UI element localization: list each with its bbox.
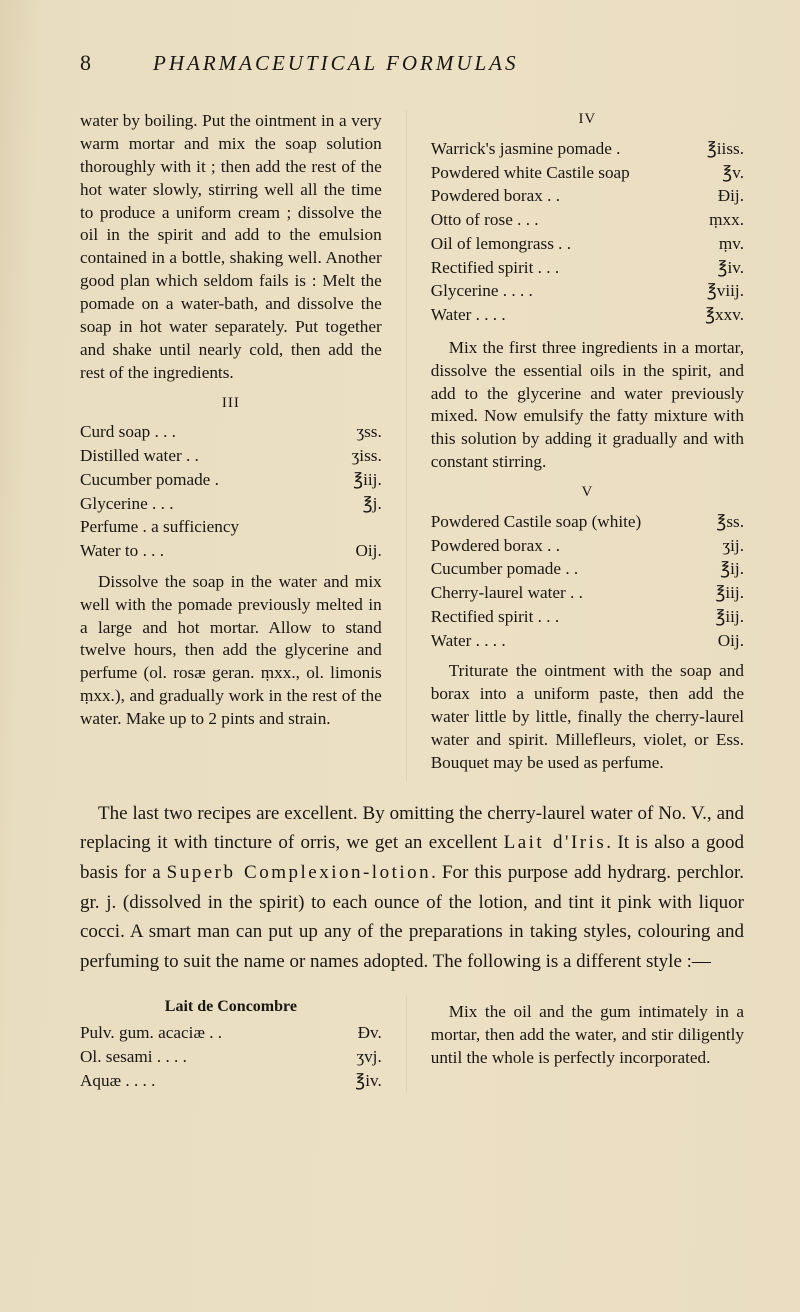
recipe-label: Water to . . . [80, 539, 164, 563]
section-number-v: V [431, 483, 744, 503]
recipe-line: Cherry-laurel water . . ℥iij. [431, 581, 744, 605]
recipe-line: Ol. sesami . . . . ʒvj. [80, 1045, 382, 1069]
recipe-amount: ℥iij. [345, 468, 382, 492]
recipe-label: Powdered borax . . [431, 534, 560, 558]
paragraph: Mix the first three ingredients in a mor… [431, 337, 744, 474]
recipe-amount: ʒvj. [348, 1045, 381, 1069]
recipe-line: Curd soap . . . ʒss. [80, 420, 382, 444]
recipe-line: Rectified spirit . . . ℥iij. [431, 605, 744, 629]
bottom-two-columns: Lait de Concombre Pulv. gum. acaciæ . . Ð… [80, 996, 744, 1093]
recipe-line: Powdered borax . . Ðij. [431, 184, 744, 208]
section-number-iv: IV [431, 110, 744, 130]
recipe-line: Warrick's jasmine pomade . ℥iiss. [431, 137, 744, 161]
recipe-amount: ℥iij. [707, 581, 744, 605]
recipe-amount: ṃv. [711, 232, 744, 256]
recipe-v: Powdered Castile soap (white) ℥ss. Powder… [431, 510, 744, 652]
recipe-amount: ʒij. [715, 534, 744, 558]
recipe-amount: ʒiss. [344, 444, 382, 468]
recipe-label: Rectified spirit . . . [431, 605, 559, 629]
two-columns: water by boiling. Put the ointment in a … [80, 110, 744, 781]
recipe-amount: Oij. [710, 629, 744, 653]
recipe-amount: ℥xxv. [697, 303, 744, 327]
recipe-amount: Ðij. [710, 184, 744, 208]
recipe-amount: ℥iv. [710, 256, 744, 280]
page: 8 PHARMACEUTICAL FORMULAS water by boili… [0, 0, 800, 1312]
recipe-label: Otto of rose . . . [431, 208, 539, 232]
right-column: IV Warrick's jasmine pomade . ℥iiss. Powd… [431, 110, 744, 781]
recipe-line: Powdered white Castile soap ℥v. [431, 161, 744, 185]
recipe-label: Rectified spirit . . . [431, 256, 559, 280]
bottom-left-column: Lait de Concombre Pulv. gum. acaciæ . . Ð… [80, 996, 382, 1093]
section-number-iii: III [80, 394, 382, 414]
recipe-label: Powdered Castile soap (white) [431, 510, 642, 534]
recipe-title: Lait de Concombre [80, 996, 382, 1018]
recipe-label: Distilled water . . [80, 444, 199, 468]
recipe-label: Powdered borax . . [431, 184, 560, 208]
recipe-label: Glycerine . . . [80, 492, 174, 516]
recipe-line: Rectified spirit . . . ℥iv. [431, 256, 744, 280]
recipe-amount: ṃxx. [701, 208, 744, 232]
running-title: PHARMACEUTICAL FORMULAS [153, 51, 519, 76]
header: 8 PHARMACEUTICAL FORMULAS [80, 50, 744, 76]
recipe-label: Water . . . . [431, 303, 506, 327]
recipe-amount: ℥iv. [347, 1069, 381, 1093]
recipe-line: Otto of rose . . . ṃxx. [431, 208, 744, 232]
paragraph: Mix the oil and the gum intimately in a … [431, 1000, 744, 1070]
recipe-amount: ʒss. [348, 420, 381, 444]
recipe-line: Aquæ . . . . ℥iv. [80, 1069, 382, 1093]
recipe-line: Perfume . a sufficiency [80, 515, 382, 539]
recipe-label: Cucumber pomade . . [431, 557, 579, 581]
recipe-amount: ℥v. [714, 161, 744, 185]
recipe-label: Warrick's jasmine pomade . [431, 137, 621, 161]
paragraph: Triturate the ointment with the soap and… [431, 660, 744, 774]
recipe-amount: ℥viij. [699, 279, 744, 303]
recipe-line: Powdered borax . . ʒij. [431, 534, 744, 558]
bottom-right-column: Mix the oil and the gum intimately in a … [431, 996, 744, 1093]
recipe-label: Powdered white Castile soap [431, 161, 630, 185]
page-number: 8 [80, 50, 91, 76]
recipe-line: Cucumber pomade . ℥iij. [80, 468, 382, 492]
emphasized-text: Lait d'Iris [504, 832, 607, 853]
column-separator [406, 996, 407, 1093]
paragraph: water by boiling. Put the ointment in a … [80, 110, 382, 385]
recipe-label: Ol. sesami . . . . [80, 1045, 187, 1069]
recipe-amount: Ðv. [350, 1021, 382, 1045]
recipe-line: Distilled water . . ʒiss. [80, 444, 382, 468]
recipe-amount: ℥ss. [708, 510, 744, 534]
recipe-amount: ℥ij. [712, 557, 744, 581]
recipe-label: Glycerine . . . . [431, 279, 533, 303]
recipe-line: Glycerine . . . . ℥viij. [431, 279, 744, 303]
emphasized-text: Superb Complexion-lotion [167, 862, 431, 883]
recipe-line: Oil of lemongrass . . ṃv. [431, 232, 744, 256]
recipe-label: Water . . . . [431, 629, 506, 653]
recipe-amount: ℥j. [355, 492, 382, 516]
recipe-iv: Warrick's jasmine pomade . ℥iiss. Powdere… [431, 137, 744, 327]
recipe-line: Glycerine . . . ℥j. [80, 492, 382, 516]
recipe-label: Aquæ . . . . [80, 1069, 155, 1093]
column-separator [406, 110, 407, 781]
recipe-line: Powdered Castile soap (white) ℥ss. [431, 510, 744, 534]
recipe-amount: ℥iij. [707, 605, 744, 629]
recipe-label: Oil of lemongrass . . [431, 232, 571, 256]
recipe-line: Cucumber pomade . . ℥ij. [431, 557, 744, 581]
recipe-label: Curd soap . . . [80, 420, 176, 444]
recipe-line: Water to . . . Oij. [80, 539, 382, 563]
recipe-line: Water . . . . Oij. [431, 629, 744, 653]
paragraph: Dissolve the soap in the water and mix w… [80, 571, 382, 731]
recipe-amount: Oij. [347, 539, 381, 563]
recipe-label: Pulv. gum. acaciæ . . [80, 1021, 222, 1045]
recipe-label: Cucumber pomade . [80, 468, 219, 492]
full-width-paragraph: The last two recipes are excellent. By o… [80, 799, 744, 977]
recipe-line: Water . . . . ℥xxv. [431, 303, 744, 327]
recipe-label: Perfume . a sufficiency [80, 515, 239, 539]
recipe-label: Cherry-laurel water . . [431, 581, 583, 605]
recipe-iii: Curd soap . . . ʒss. Distilled water . . ʒ… [80, 420, 382, 562]
recipe-line: Pulv. gum. acaciæ . . Ðv. [80, 1021, 382, 1045]
left-column: water by boiling. Put the ointment in a … [80, 110, 382, 781]
recipe-amount: ℥iiss. [699, 137, 744, 161]
